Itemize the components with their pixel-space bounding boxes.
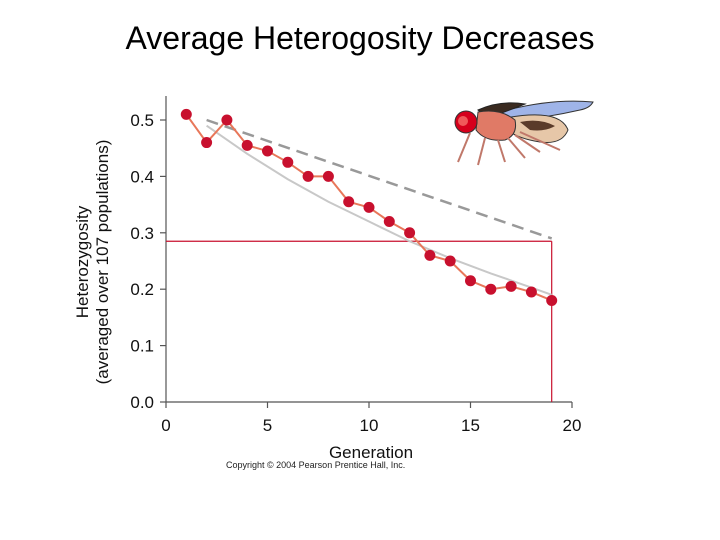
data-point xyxy=(383,216,395,228)
y-tick-label: 0.1 xyxy=(130,337,154,356)
y-tick-label: 0.0 xyxy=(130,393,154,412)
data-point xyxy=(404,227,416,239)
data-point xyxy=(322,170,334,182)
x-tick-label: 15 xyxy=(461,416,480,435)
y-tick-label: 0.5 xyxy=(130,111,154,130)
x-tick-label: 0 xyxy=(161,416,170,435)
y-tick-label: 0.4 xyxy=(130,167,154,186)
data-point xyxy=(505,280,517,292)
data-point xyxy=(180,108,192,120)
y-axis-subtitle: (averaged over 107 populations) xyxy=(93,140,112,385)
data-point xyxy=(343,196,355,208)
data-point xyxy=(302,170,314,182)
data-point xyxy=(525,286,537,298)
data-point xyxy=(424,249,436,261)
y-tick-label: 0.3 xyxy=(130,224,154,243)
data-point xyxy=(282,156,294,168)
data-point xyxy=(465,275,476,287)
y-tick-label: 0.2 xyxy=(130,280,154,299)
data-point xyxy=(485,283,497,295)
data-point xyxy=(363,201,375,213)
copyright-text: Copyright © 2004 Pearson Prentice Hall, … xyxy=(226,460,405,470)
data-point xyxy=(262,145,273,157)
x-tick-label: 10 xyxy=(360,416,379,435)
x-tick-label: 20 xyxy=(563,416,582,435)
predicted-dashed-line xyxy=(206,118,553,240)
data-point xyxy=(444,255,456,267)
x-tick-label: 5 xyxy=(263,416,272,435)
fruit-fly-icon xyxy=(454,100,594,166)
fitted-curve xyxy=(206,124,553,296)
slide-title: Average Heterogosity Decreases xyxy=(125,20,595,56)
data-point xyxy=(201,137,213,149)
data-point xyxy=(241,139,253,151)
data-point xyxy=(546,294,558,306)
y-axis-title: Heterozygosity xyxy=(73,205,92,318)
data-point xyxy=(221,114,233,126)
x-axis-title: Generation xyxy=(329,443,413,462)
